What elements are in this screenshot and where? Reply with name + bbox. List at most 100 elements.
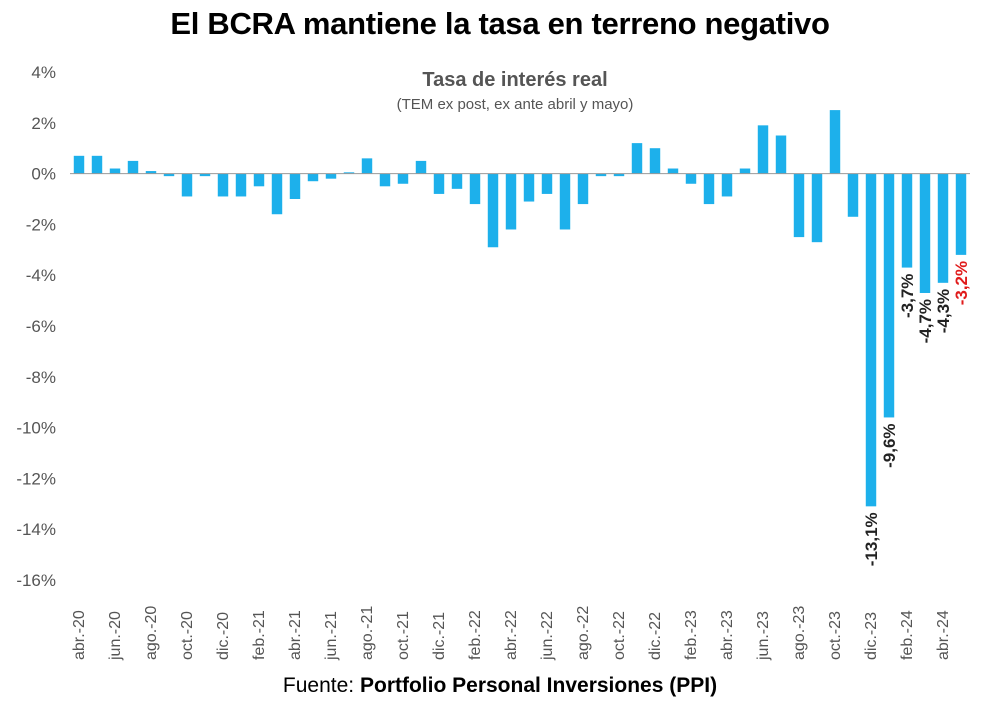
- x-tick-label: jun.-23: [755, 611, 772, 661]
- bar: [829, 110, 841, 174]
- x-axis: abr.-20 jun.-20 ago.-20 oct.-20 dic.-20 feb.-…: [71, 606, 952, 661]
- bar: [163, 173, 175, 177]
- bar: [523, 173, 535, 202]
- x-tick-label: abr.-20: [71, 610, 88, 660]
- x-tick-label: abr.-24: [935, 610, 952, 660]
- bar: [145, 171, 157, 174]
- x-tick-label: feb.-22: [467, 610, 484, 660]
- chart-title: Tasa de interés real: [422, 69, 607, 91]
- bar: [613, 173, 625, 177]
- bar: [775, 135, 787, 174]
- x-tick-label: ago.-20: [143, 606, 160, 660]
- bar: [793, 173, 805, 238]
- x-tick-label: ago.-23: [791, 606, 808, 660]
- bar: [343, 172, 355, 174]
- page-title: El BCRA mantiene la tasa en terreno nega…: [170, 6, 830, 41]
- x-tick-label: oct.-22: [611, 611, 628, 660]
- bar: [379, 173, 391, 187]
- y-tick-label: -2%: [26, 215, 56, 234]
- bar: [703, 173, 715, 205]
- bar: [505, 173, 517, 230]
- bar: [739, 168, 751, 174]
- x-tick-label: feb.-23: [683, 610, 700, 660]
- data-label: -3,7%: [898, 274, 917, 318]
- bar: [325, 173, 337, 179]
- y-tick-label: -8%: [26, 368, 56, 387]
- bar: [541, 173, 553, 194]
- bar: [271, 173, 283, 215]
- bar: [595, 173, 607, 177]
- data-label: -4,3%: [934, 289, 953, 333]
- bar: [217, 173, 229, 197]
- y-tick-label: 0%: [31, 165, 56, 184]
- y-tick-label: -12%: [16, 469, 56, 488]
- y-axis: 4% 2% 0% -2% -4% -6% -8% -10% -12% -14% -16%: [16, 63, 56, 590]
- bar: [73, 155, 85, 174]
- x-tick-label: oct.-23: [827, 611, 844, 660]
- bar: [469, 173, 481, 205]
- x-tick-label: dic.-20: [215, 612, 232, 660]
- bars: [73, 110, 967, 507]
- bar: [199, 173, 211, 177]
- x-tick-label: abr.-23: [719, 610, 736, 660]
- x-tick-label: dic.-22: [647, 612, 664, 660]
- y-tick-label: -14%: [16, 520, 56, 539]
- y-tick-label: -4%: [26, 266, 56, 285]
- x-tick-label: oct.-21: [395, 611, 412, 660]
- x-tick-label: abr.-21: [287, 610, 304, 660]
- x-tick-label: jun.-22: [539, 611, 556, 661]
- x-tick-label: dic.-21: [431, 612, 448, 660]
- bar: [865, 173, 877, 507]
- bar: [649, 148, 661, 174]
- bar: [253, 173, 265, 187]
- bar: [937, 173, 949, 283]
- x-tick-label: ago.-21: [359, 606, 376, 660]
- x-tick-label: jun.-20: [107, 611, 124, 661]
- bar: [109, 168, 121, 174]
- data-labels: -13,1% -9,6% -3,7%-4,7% -4,3%-3,2%: [862, 261, 971, 566]
- x-tick-label: oct.-20: [179, 611, 196, 660]
- bar: [451, 173, 463, 189]
- x-tick-label: jun.-21: [323, 611, 340, 661]
- chart-subtitle: (TEM ex post, ex ante abril y mayo): [397, 96, 634, 113]
- bar: [883, 173, 895, 418]
- bar: [667, 168, 679, 174]
- y-tick-label: 4%: [31, 63, 56, 82]
- y-tick-label: -10%: [16, 419, 56, 438]
- bar: [631, 143, 643, 174]
- bar: [433, 173, 445, 194]
- data-label: -13,1%: [862, 512, 881, 566]
- y-tick-label: -6%: [26, 317, 56, 336]
- bar: [307, 173, 319, 182]
- y-tick-label: -16%: [16, 571, 56, 590]
- data-label: -4,7%: [916, 299, 935, 343]
- source-prefix: Fuente:: [282, 674, 360, 697]
- bar: [685, 173, 697, 184]
- data-label: -3,2%: [952, 261, 971, 305]
- bar: [847, 173, 859, 217]
- bar: [901, 173, 913, 268]
- bar: [397, 173, 409, 184]
- bar: [559, 173, 571, 230]
- x-tick-label: ago.-22: [575, 606, 592, 660]
- bar: [235, 173, 247, 197]
- bar: [289, 173, 301, 199]
- bar: [721, 173, 733, 197]
- x-tick-label: feb.-21: [251, 610, 268, 660]
- data-label: -9,6%: [880, 423, 899, 467]
- x-tick-label: abr.-22: [503, 610, 520, 660]
- bar: [487, 173, 499, 248]
- bar: [127, 160, 139, 174]
- x-tick-label: dic.-23: [863, 612, 880, 660]
- bar: [811, 173, 823, 243]
- bar: [955, 173, 967, 255]
- bar: [577, 173, 589, 205]
- bar: [415, 160, 427, 174]
- source-note: Fuente: Portfolio Personal Inversiones (…: [0, 674, 1000, 698]
- bar: [919, 173, 931, 293]
- bar: [757, 125, 769, 174]
- x-tick-label: feb.-24: [899, 610, 916, 660]
- y-tick-label: 2%: [31, 114, 56, 133]
- source-name: Portfolio Personal Inversiones (PPI): [359, 674, 718, 697]
